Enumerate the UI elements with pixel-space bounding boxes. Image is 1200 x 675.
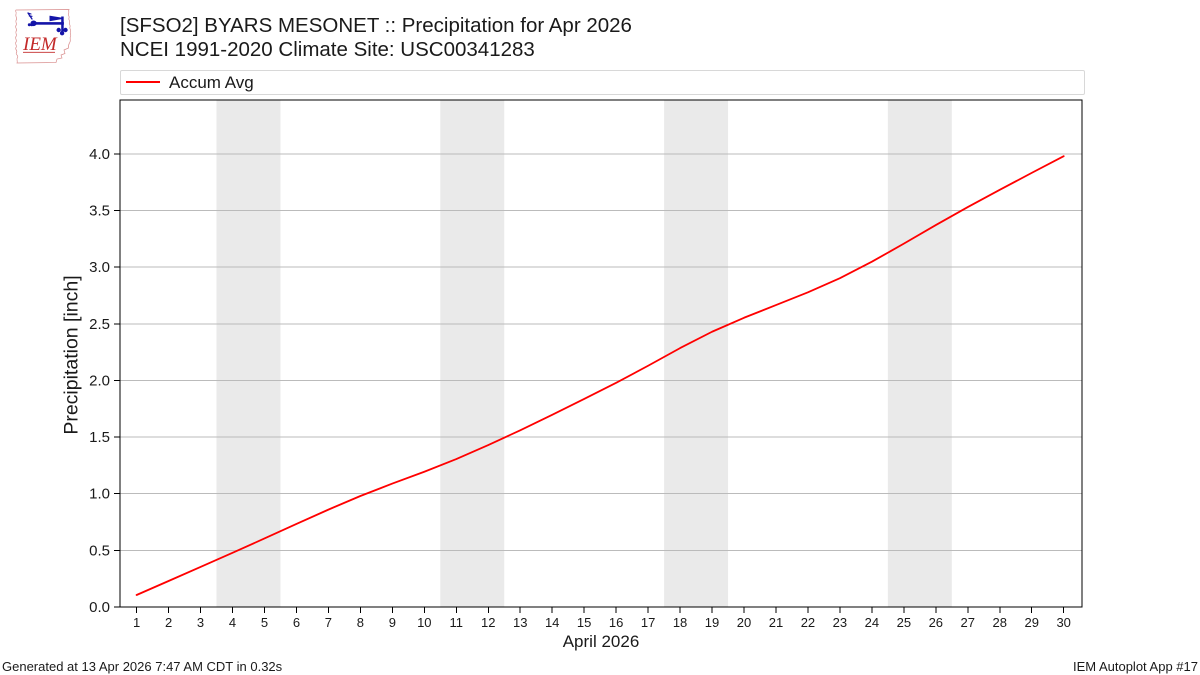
- svg-text:16: 16: [609, 615, 623, 630]
- svg-text:29: 29: [1024, 615, 1038, 630]
- svg-text:15: 15: [577, 615, 591, 630]
- svg-text:6: 6: [293, 615, 300, 630]
- svg-text:11: 11: [450, 615, 464, 630]
- svg-text:18: 18: [673, 615, 687, 630]
- svg-text:17: 17: [641, 615, 655, 630]
- svg-text:30: 30: [1056, 615, 1070, 630]
- svg-text:9: 9: [389, 615, 396, 630]
- svg-text:1: 1: [133, 615, 140, 630]
- svg-text:3.0: 3.0: [89, 259, 110, 276]
- svg-text:2.0: 2.0: [89, 372, 110, 389]
- svg-text:3.5: 3.5: [89, 203, 110, 220]
- svg-text:2: 2: [165, 615, 172, 630]
- svg-text:13: 13: [513, 615, 527, 630]
- svg-text:3: 3: [197, 615, 204, 630]
- svg-text:4.0: 4.0: [89, 146, 110, 163]
- svg-text:1.0: 1.0: [89, 486, 110, 503]
- svg-text:10: 10: [417, 615, 431, 630]
- svg-text:22: 22: [801, 615, 815, 630]
- svg-text:4: 4: [229, 615, 236, 630]
- svg-text:19: 19: [705, 615, 719, 630]
- svg-text:28: 28: [993, 615, 1007, 630]
- svg-text:0.5: 0.5: [89, 542, 110, 559]
- svg-text:1.5: 1.5: [89, 429, 110, 446]
- svg-text:5: 5: [261, 615, 268, 630]
- svg-text:2.5: 2.5: [89, 316, 110, 333]
- svg-text:27: 27: [961, 615, 975, 630]
- svg-text:25: 25: [897, 615, 911, 630]
- svg-text:24: 24: [865, 615, 879, 630]
- svg-text:23: 23: [833, 615, 847, 630]
- svg-text:14: 14: [545, 615, 559, 630]
- svg-text:7: 7: [325, 615, 332, 630]
- svg-text:20: 20: [737, 615, 751, 630]
- svg-text:12: 12: [481, 615, 495, 630]
- svg-text:21: 21: [769, 615, 783, 630]
- svg-text:8: 8: [357, 615, 364, 630]
- svg-text:0.0: 0.0: [89, 599, 110, 616]
- svg-text:26: 26: [929, 615, 943, 630]
